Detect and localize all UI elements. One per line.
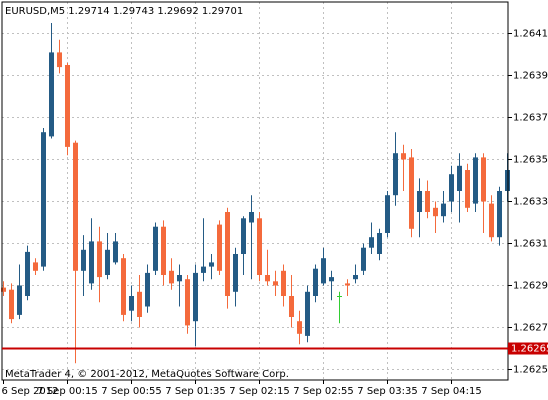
candle-body bbox=[81, 249, 86, 271]
x-tick-label: 7 Sep 03:35 bbox=[357, 386, 417, 397]
candle-body bbox=[41, 132, 46, 267]
candle-body bbox=[265, 275, 270, 282]
candle-body bbox=[385, 195, 390, 233]
candle-body bbox=[321, 258, 326, 284]
candle-body bbox=[497, 191, 502, 238]
candle-body bbox=[225, 212, 230, 296]
candle-body bbox=[441, 203, 446, 217]
y-tick-label: 1.26375 bbox=[513, 113, 548, 124]
candle-body bbox=[465, 170, 470, 208]
candle-body bbox=[97, 241, 102, 278]
y-tick-label: 1.26415 bbox=[513, 29, 548, 40]
candle-body bbox=[129, 296, 134, 311]
candle-body bbox=[193, 272, 198, 322]
candle-body bbox=[425, 191, 430, 212]
candle-body bbox=[217, 224, 222, 271]
candle-body bbox=[273, 281, 278, 286]
y-tick-label: 1.26255 bbox=[513, 365, 548, 376]
candle-body bbox=[257, 218, 262, 275]
candle-body bbox=[177, 275, 182, 282]
candle-body bbox=[369, 237, 374, 248]
candle-body bbox=[449, 174, 454, 202]
candle-body bbox=[281, 270, 286, 296]
candle-body bbox=[201, 266, 206, 273]
candle-body bbox=[313, 268, 318, 296]
candle-body bbox=[17, 285, 22, 315]
y-tick-label: 1.26355 bbox=[513, 155, 548, 166]
candle-body bbox=[209, 262, 214, 267]
candle-body bbox=[433, 207, 438, 217]
candle-body bbox=[353, 275, 358, 280]
candle-body bbox=[89, 241, 94, 284]
candle-body bbox=[49, 52, 54, 137]
candle-body bbox=[9, 289, 14, 320]
candle-body bbox=[489, 203, 494, 238]
candle-body bbox=[113, 241, 118, 263]
candle-body bbox=[161, 226, 166, 275]
x-tick-label: 7 Sep 02:55 bbox=[293, 386, 353, 397]
y-tick-label: 1.26275 bbox=[513, 323, 548, 334]
candle-body bbox=[297, 321, 302, 334]
footer: MetaTrader 4, © 2001-2012, MetaQuotes So… bbox=[5, 369, 289, 380]
candle-body bbox=[417, 191, 422, 212]
candle-body bbox=[409, 157, 414, 229]
x-tick-label: 6 Sep 2012 bbox=[2, 386, 59, 397]
candle-body bbox=[473, 157, 478, 204]
candle-body bbox=[241, 218, 246, 254]
x-tick-label: 7 Sep 00:15 bbox=[37, 386, 97, 397]
y-tick-label: 1.26315 bbox=[513, 239, 548, 250]
candle-body bbox=[401, 153, 406, 160]
candle-body bbox=[233, 254, 238, 292]
candle-body bbox=[73, 142, 78, 271]
candle-body bbox=[377, 233, 382, 254]
candle-body bbox=[457, 165, 462, 191]
chart-title: EURUSD,M5 1.29714 1.29743 1.29692 1.2970… bbox=[5, 6, 243, 17]
candle-body bbox=[33, 262, 38, 271]
x-tick-label: 7 Sep 02:15 bbox=[229, 386, 289, 397]
candle-body bbox=[345, 283, 350, 286]
candle-body bbox=[121, 258, 126, 315]
x-tick-label: 7 Sep 01:35 bbox=[165, 386, 225, 397]
candle-body bbox=[289, 296, 294, 317]
candle-body bbox=[337, 296, 342, 297]
x-tick-label: 7 Sep 00:55 bbox=[101, 386, 161, 397]
candle-body bbox=[361, 247, 366, 271]
candle-body bbox=[25, 251, 30, 296]
plot-frame bbox=[1, 1, 509, 381]
x-tick-label: 7 Sep 04:15 bbox=[421, 386, 481, 397]
candle-body bbox=[249, 212, 254, 223]
price-label: 1.26265 bbox=[511, 344, 548, 355]
candle-body bbox=[393, 153, 398, 196]
candle-body bbox=[137, 291, 142, 317]
price-label-box bbox=[508, 342, 548, 355]
candle-body bbox=[305, 291, 310, 336]
candle-body bbox=[105, 249, 110, 275]
candle-body bbox=[185, 279, 190, 326]
candle-body bbox=[329, 277, 334, 282]
candle-body bbox=[1, 287, 6, 292]
candles bbox=[1, 23, 510, 364]
y-tick-label: 1.26395 bbox=[513, 71, 548, 82]
candle-body bbox=[153, 226, 158, 271]
candle-body bbox=[65, 65, 70, 147]
y-tick-label: 1.26335 bbox=[513, 197, 548, 208]
y-tick-label: 1.26295 bbox=[513, 281, 548, 292]
candle-body bbox=[145, 272, 150, 307]
candle-body bbox=[57, 52, 62, 68]
candle-body bbox=[169, 270, 174, 284]
candle-body bbox=[481, 157, 486, 202]
